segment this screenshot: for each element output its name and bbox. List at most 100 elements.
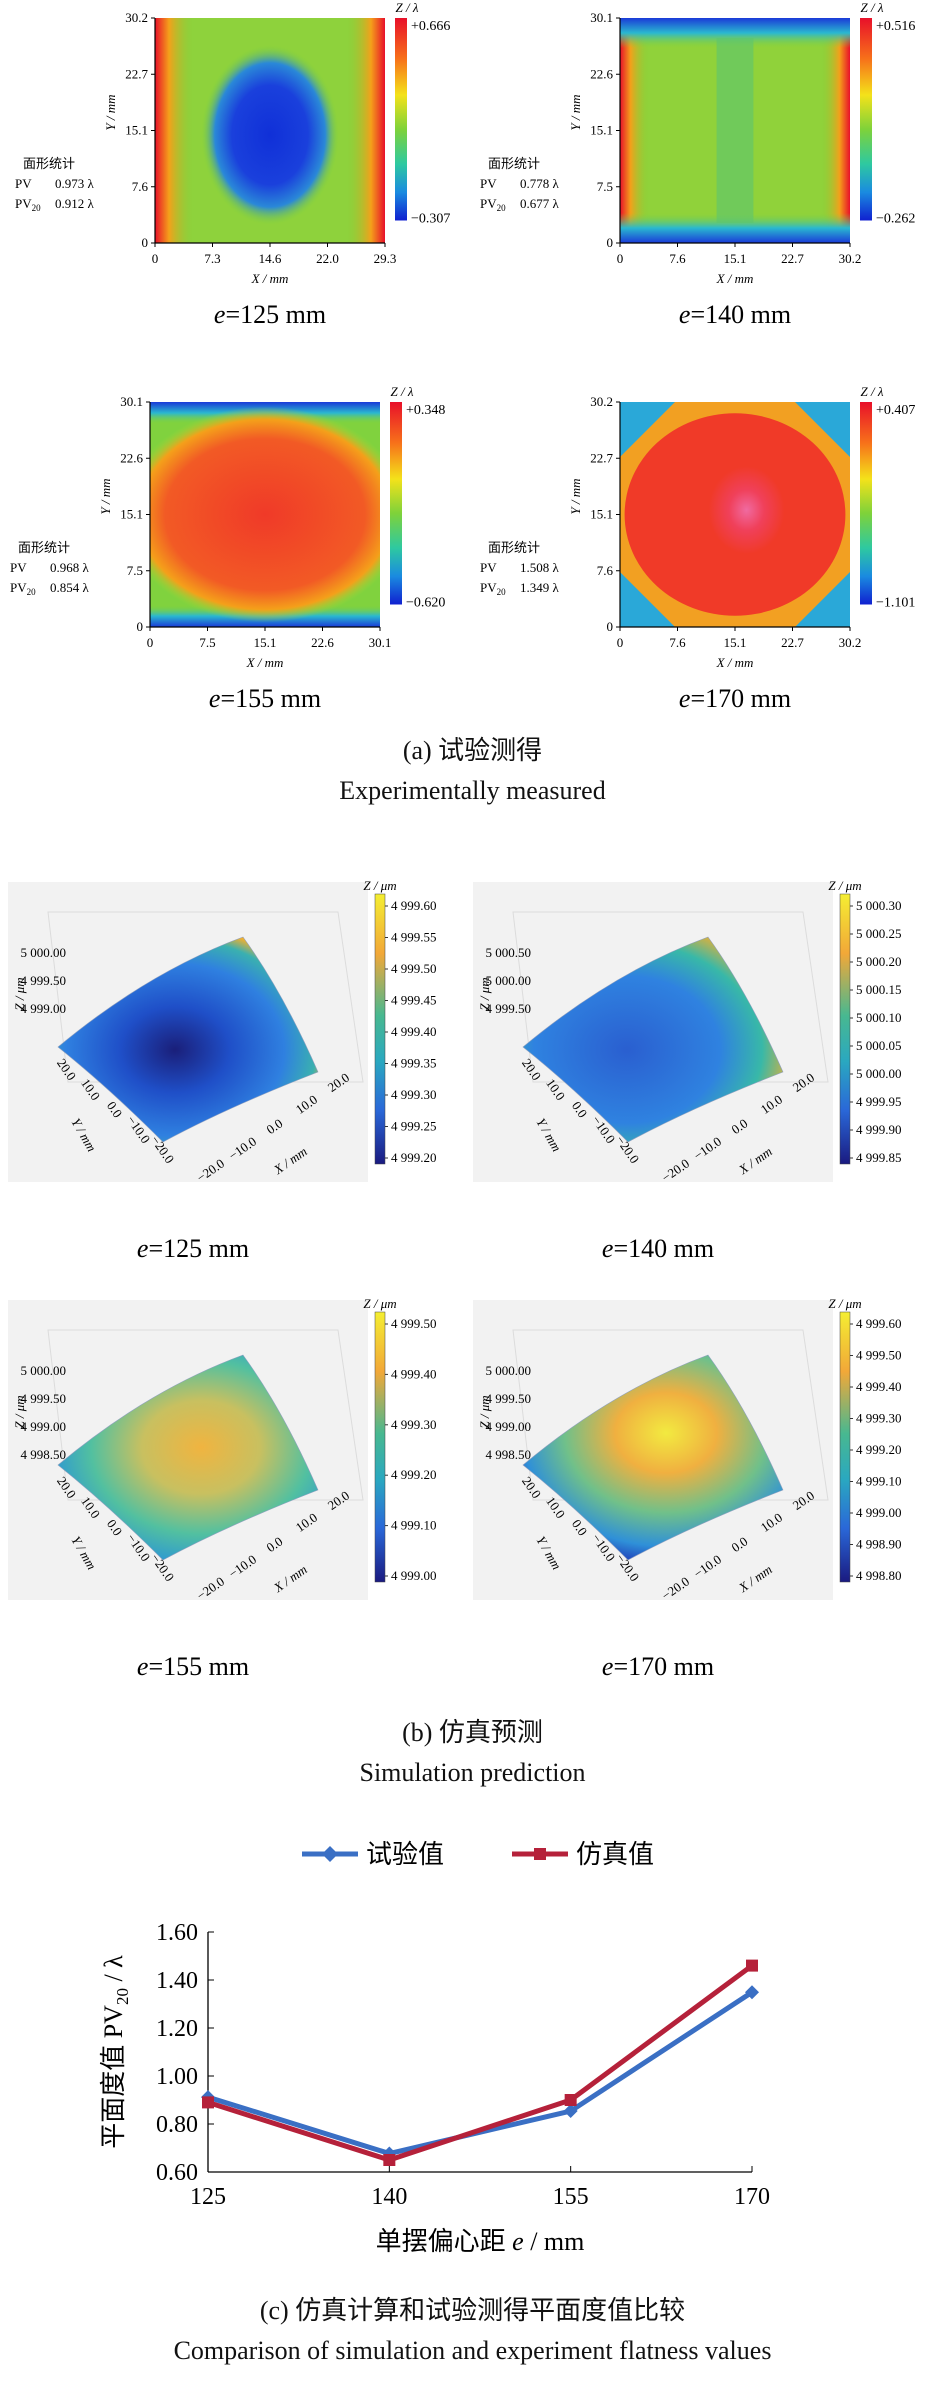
z-axis-label: Z / μm: [12, 977, 27, 1010]
y-tick-label: 15.1: [590, 507, 613, 522]
x-tick-label: 30.2: [839, 635, 862, 650]
colorbar-tick-label: 4 999.10: [856, 1474, 902, 1489]
colorbar: [395, 18, 407, 221]
stats-pv: 1.508 λ: [520, 560, 560, 575]
y-axis-label: Y / mm: [568, 94, 583, 130]
x-axis-label: X / mm: [246, 655, 284, 670]
colorbar-tick-label: 4 999.30: [391, 1417, 437, 1432]
z-tick-label: 4 999.00: [21, 1419, 67, 1434]
stats-title: 面形统计: [488, 156, 540, 171]
e-label: e=170 mm: [679, 684, 791, 713]
colorbar-title: Z / μm: [363, 1296, 396, 1311]
y-tick-label: 15.1: [120, 507, 143, 522]
colorbar-tick-label: 4 999.25: [391, 1119, 437, 1134]
colorbar-title: Z / λ: [396, 0, 419, 15]
x-axis-label: 单摆偏心距 e / mm: [376, 2227, 585, 2256]
y-tick-label: 30.1: [120, 394, 143, 409]
z-tick-label: 4 998.50: [21, 1447, 67, 1462]
measured-map-3: 0 7.5 15.1 22.6 30.1 0 7.5 15.1 22.6 30.1 X / mm Y …: [10, 384, 445, 713]
colorbar-tick-label: 4 999.40: [391, 1024, 437, 1039]
data-point: [564, 2094, 577, 2106]
z-axis-label: Z / μm: [477, 1395, 492, 1428]
colorbar-min: −1.101: [876, 596, 915, 611]
stats-pv-label: PV: [15, 176, 32, 191]
colorbar-max: +0.516: [876, 19, 915, 34]
stats-title: 面形统计: [488, 540, 540, 555]
y-tick-label: 22.6: [590, 66, 613, 81]
z-axis-label: Z / μm: [12, 1395, 27, 1428]
z-tick-label: 4 999.50: [486, 1001, 532, 1016]
colorbar: [374, 1311, 386, 1583]
x-tick-label: 7.6: [669, 251, 686, 266]
simulated-plot-1: 5 000.004 999.504 999.00Z / μm20.010.00.…: [8, 878, 437, 1263]
colorbar-tick-label: 5 000.25: [856, 926, 902, 941]
y-tick-label: 22.7: [125, 66, 148, 81]
caption-b-en: Simulation prediction: [359, 1758, 586, 1787]
z-tick-label: 4 999.50: [21, 1391, 67, 1406]
series-line-2: [207, 1963, 754, 2163]
caption-a-zh: (a) 试验测得: [402, 736, 543, 765]
y-tick-label: 1.20: [156, 2016, 198, 2042]
z-tick-label: 4 999.50: [486, 1391, 532, 1406]
e-label: e=170 mm: [602, 1652, 714, 1681]
colorbar: [839, 893, 851, 1165]
z-axis-label: Z / μm: [477, 977, 492, 1010]
colorbar-tick-label: 4 999.20: [391, 1150, 437, 1165]
y-tick-label: 22.7: [590, 450, 613, 465]
y-tick-label: 15.1: [125, 123, 148, 138]
y-tick-label: 30.1: [590, 10, 613, 25]
x-tick-label: 125: [190, 2184, 226, 2210]
x-tick-label: 7.5: [199, 635, 215, 650]
simulated-plot-2: 5 000.505 000.004 999.50Z / μm20.010.00.…: [473, 878, 902, 1263]
y-tick-label: 0.80: [156, 2112, 198, 2138]
colorbar-tick-label: 4 998.90: [856, 1537, 902, 1552]
simulated-plot-3: 5 000.004 999.504 999.004 998.50Z / μm20…: [8, 1296, 437, 1681]
y-axis-label: 平面度值 PV20 / λ: [99, 1955, 132, 2149]
x-tick-label: 7.6: [669, 635, 686, 650]
measured-map-1: 0 7.3 14.6 22.0 29.3 0 7.6 15.1 22.7 30.2 X / mm Y …: [15, 0, 450, 329]
legend-item: 试验值: [302, 1840, 444, 1869]
y-tick-label: 1.60: [156, 1920, 198, 1946]
caption-b-zh: (b) 仿真预测: [402, 1718, 543, 1747]
e-label: e=140 mm: [679, 300, 791, 329]
y-axis-label: Y / mm: [103, 94, 118, 130]
x-tick-label: 15.1: [254, 635, 277, 650]
stats-pv20-label: PV20: [480, 196, 506, 213]
colorbar-tick-label: 4 999.40: [856, 1379, 902, 1394]
e-label: e=140 mm: [602, 1234, 714, 1263]
x-axis-label: X / mm: [716, 655, 754, 670]
stats-pv: 0.778 λ: [520, 176, 560, 191]
colorbar-min: −0.307: [411, 212, 450, 227]
surface: [522, 936, 784, 1143]
surface-map: [620, 18, 850, 243]
colorbar-tick-label: 4 998.80: [856, 1568, 902, 1583]
y-tick-label: 0: [607, 235, 614, 250]
stats-title: 面形统计: [23, 156, 75, 171]
stats-pv20-label: PV20: [480, 580, 506, 597]
x-tick-label: 155: [553, 2184, 589, 2210]
caption-a-en: Experimentally measured: [339, 776, 606, 805]
colorbar-tick-label: 4 999.00: [856, 1505, 902, 1520]
x-axis-label: X / mm: [251, 271, 289, 286]
y-tick-label: 30.2: [590, 394, 613, 409]
colorbar-tick-label: 5 000.00: [856, 1066, 902, 1081]
stats-pv20: 1.349 λ: [520, 580, 560, 595]
z-tick-label: 5 000.00: [486, 973, 532, 988]
data-point: [382, 2146, 397, 2161]
x-tick-label: 30.1: [369, 635, 392, 650]
colorbar-tick-label: 4 999.50: [856, 1348, 902, 1363]
y-axis-label: Y / mm: [568, 478, 583, 514]
y-tick-label: 0: [607, 619, 614, 634]
y-tick-label: 1.40: [156, 1968, 198, 1994]
colorbar: [374, 893, 386, 1165]
e-label: e=155 mm: [137, 1652, 249, 1681]
x-tick-label: 15.1: [724, 251, 747, 266]
y-tick-label: 0.60: [156, 2160, 198, 2186]
colorbar-tick-label: 4 999.35: [391, 1056, 437, 1071]
surface-map: [150, 402, 380, 627]
x-tick-label: 14.6: [259, 251, 282, 266]
colorbar: [860, 402, 872, 605]
z-tick-label: 5 000.00: [21, 945, 67, 960]
y-tick-label: 0: [137, 619, 144, 634]
x-tick-label: 0: [617, 251, 624, 266]
